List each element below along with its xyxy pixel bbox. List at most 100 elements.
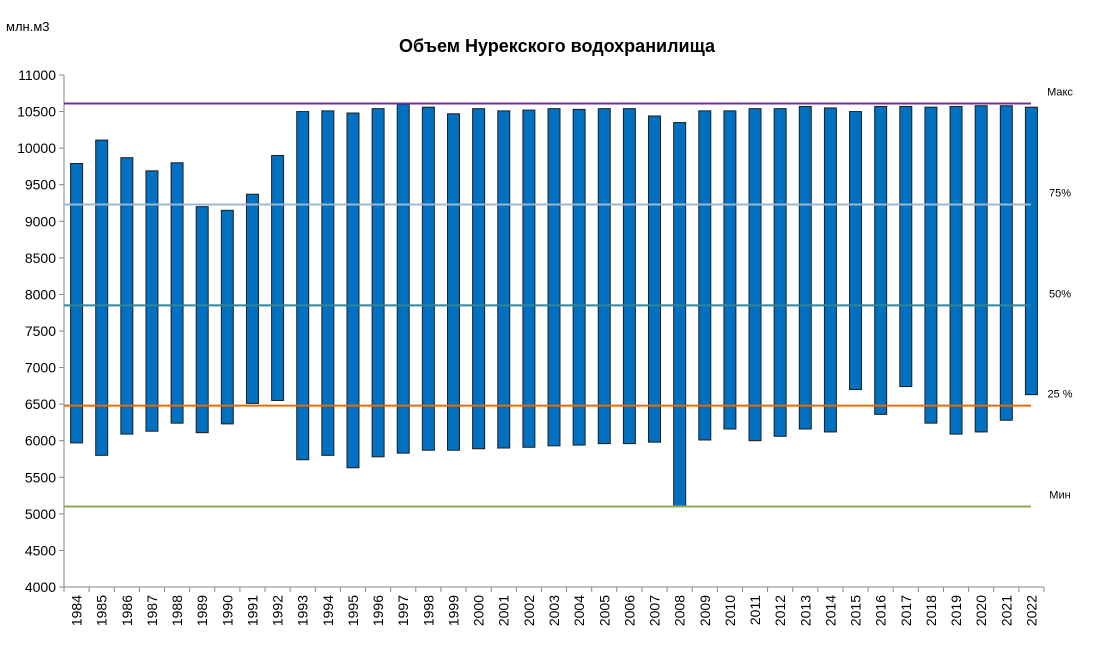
bar-1987	[145, 170, 159, 432]
reference-line-label: Мин	[1049, 490, 1070, 502]
bar-2017	[899, 105, 913, 388]
bar-2010	[723, 110, 737, 430]
x-tick-label: 2005	[596, 595, 612, 626]
bar-1986	[120, 157, 134, 435]
bar-2004	[572, 108, 586, 446]
plot-area: 4000 4500 5000 5500 6000 6500 7000 7500 8000 8500…	[17, 67, 1073, 626]
bar-1990	[220, 209, 234, 425]
x-tick-label: 1994	[320, 595, 336, 626]
bar-2005	[597, 108, 611, 445]
x-tick-label: 2019	[948, 595, 964, 626]
x-tick-label: 2012	[772, 595, 788, 626]
bar-1988	[170, 162, 184, 424]
x-tick-label: 2020	[973, 595, 989, 626]
x-tick-label: 1997	[395, 595, 411, 626]
y-tick-label: 9500	[25, 177, 56, 193]
x-tick-label: 2006	[621, 595, 637, 626]
x-tick-label: 2022	[1023, 595, 1039, 626]
bar-2000	[472, 108, 486, 450]
y-tick-label: 4500	[25, 542, 56, 558]
bar-2016	[874, 105, 888, 415]
bar-2019	[949, 105, 963, 435]
x-tick-label: 2015	[848, 595, 864, 626]
x-tick-label: 2002	[521, 595, 537, 626]
y-tick-label: 8000	[25, 286, 56, 302]
y-tick-label: 10500	[17, 104, 56, 120]
bar-2021	[999, 105, 1013, 421]
bar-2007	[648, 115, 662, 443]
x-tick-label: 1990	[219, 595, 235, 626]
x-tick-label: 2011	[747, 595, 763, 625]
y-tick-label: 6000	[25, 433, 56, 449]
x-tick-label: 2018	[923, 595, 939, 626]
x-tick-label: 1992	[270, 595, 286, 626]
y-tick-label: 4000	[25, 579, 56, 595]
bar-1999	[446, 113, 460, 451]
bar-1997	[396, 103, 410, 454]
bar-2015	[849, 111, 863, 391]
bar-1989	[195, 206, 209, 434]
x-tick-label: 1991	[244, 595, 260, 626]
x-tick-label: 2021	[998, 595, 1014, 626]
bar-1995	[346, 112, 360, 469]
bar-2020	[974, 105, 988, 433]
bar-1996	[371, 108, 385, 458]
x-tick-label: 2004	[571, 595, 587, 626]
bar-2013	[798, 105, 812, 430]
x-tick-label: 2007	[647, 595, 663, 626]
bar-1991	[245, 193, 259, 404]
bar-1998	[421, 106, 435, 451]
x-tick-label: 2000	[471, 595, 487, 626]
bar-2008	[673, 122, 687, 508]
x-tick-label: 2009	[697, 595, 713, 626]
x-tick-label: 1999	[445, 595, 461, 626]
x-tick-label: 1988	[169, 595, 185, 626]
bar-1984	[70, 163, 84, 444]
bar-1992	[271, 154, 285, 401]
bar-1994	[321, 110, 335, 456]
y-tick-label: 5000	[25, 506, 56, 522]
reference-line-label: 50%	[1049, 288, 1071, 300]
x-tick-label: 2001	[496, 595, 512, 626]
x-tick-label: 2008	[672, 595, 688, 626]
x-tick-label: 2013	[797, 595, 813, 626]
x-tick-label: 2016	[873, 595, 889, 626]
bar-2022	[1024, 106, 1038, 396]
y-tick-label: 8500	[25, 250, 56, 266]
y-tick-label: 7000	[25, 360, 56, 376]
reference-line-label: 75%	[1049, 187, 1071, 199]
bar-1985	[95, 139, 109, 456]
x-tick-label: 1993	[295, 595, 311, 626]
x-tick-label: 1989	[194, 595, 210, 626]
reference-line-label: 25 %	[1047, 389, 1072, 401]
x-tick-label: 2003	[546, 595, 562, 626]
y-tick-label: 7500	[25, 323, 56, 339]
bar-2018	[924, 106, 938, 424]
y-tick-label: 9000	[25, 213, 56, 229]
x-tick-label: 1985	[94, 595, 110, 626]
reference-line-label: Макс	[1047, 87, 1073, 99]
x-tick-label: 2017	[898, 595, 914, 626]
x-tick-label: 1984	[69, 595, 85, 626]
bar-2003	[547, 108, 561, 447]
y-tick-label: 6500	[25, 396, 56, 412]
x-tick-label: 1996	[370, 595, 386, 626]
bar-2002	[522, 109, 536, 448]
bar-2006	[622, 108, 636, 445]
bar-2011	[748, 108, 762, 442]
bar-2009	[698, 110, 712, 441]
y-tick-label: 10000	[17, 140, 56, 156]
bar-2014	[823, 107, 837, 433]
bar-2012	[773, 108, 787, 437]
y-axis-unit-label: млн.м3	[6, 19, 49, 34]
bar-1993	[296, 111, 310, 461]
y-tick-label: 11000	[18, 67, 56, 83]
chart-title: Объем Нурекского водохранилища	[399, 36, 716, 56]
x-tick-label: 1998	[420, 595, 436, 626]
x-tick-label: 2010	[722, 595, 738, 626]
bar-2001	[497, 110, 511, 449]
x-tick-label: 1986	[119, 595, 135, 626]
x-tick-label: 1987	[144, 595, 160, 626]
x-tick-label: 1995	[345, 595, 361, 626]
